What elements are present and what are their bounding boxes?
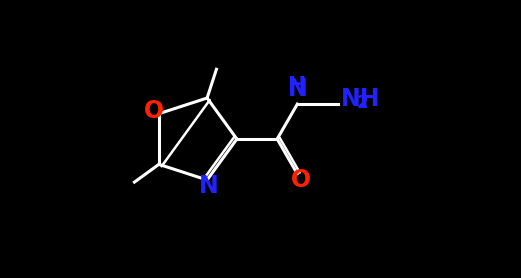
Text: NH: NH xyxy=(341,87,380,111)
Text: 2: 2 xyxy=(357,94,369,112)
Text: N: N xyxy=(288,77,307,101)
Text: O: O xyxy=(291,168,311,192)
Text: O: O xyxy=(144,99,164,123)
Text: H: H xyxy=(288,76,306,96)
Text: N: N xyxy=(199,174,218,198)
